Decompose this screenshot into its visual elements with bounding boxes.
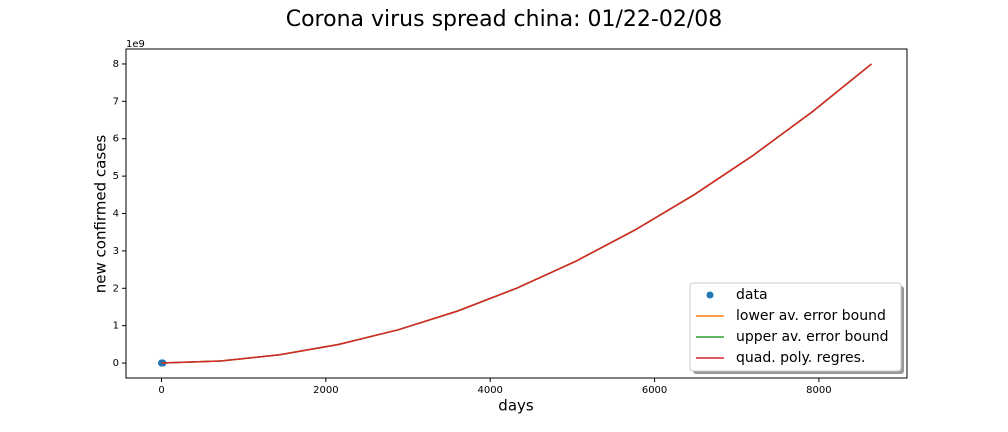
legend-label: upper av. error bound — [736, 329, 889, 345]
x-tick-label: 0 — [158, 385, 164, 396]
series-line — [161, 63, 872, 364]
y-tick-label: 0 — [113, 358, 119, 369]
legend-box — [689, 282, 902, 372]
y-tick-label: 1 — [113, 321, 119, 332]
y-tick-label: 4 — [113, 209, 119, 220]
y-tick-label: 6 — [113, 134, 119, 145]
legend-label: lower av. error bound — [736, 308, 886, 324]
x-tick-label: 4000 — [477, 385, 502, 396]
x-axis-label: days — [498, 397, 534, 415]
y-tick-label: 8 — [113, 59, 119, 70]
legend-label: quad. poly. regres. — [736, 350, 865, 366]
y-tick-label: 3 — [113, 246, 119, 257]
plot-frame — [125, 48, 908, 379]
y-tick-label: 5 — [113, 171, 119, 182]
x-tick-label: 8000 — [806, 385, 831, 396]
chart-title: Corona virus spread china: 01/22-02/08 — [286, 7, 723, 32]
y-tick-label: 7 — [113, 96, 119, 107]
legend-marker — [706, 291, 714, 299]
x-tick-label: 6000 — [642, 385, 667, 396]
x-tick-label: 2000 — [313, 385, 338, 396]
legend-label: data — [736, 287, 768, 303]
y-offset-label: 1e9 — [126, 39, 145, 50]
y-axis-label: new confirmed cases — [92, 135, 110, 294]
y-tick-label: 2 — [113, 283, 119, 294]
